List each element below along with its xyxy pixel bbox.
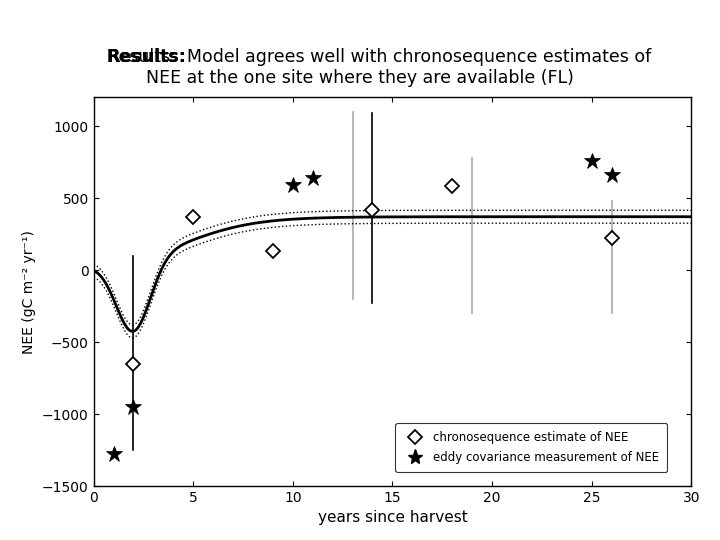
Text: Results:: Results: xyxy=(107,48,186,66)
Text: Results:  Model agrees well with chronosequence estimates of: Results: Model agrees well with chronose… xyxy=(107,48,651,66)
X-axis label: years since harvest: years since harvest xyxy=(318,510,467,525)
Text: NEE at the one site where they are available (FL): NEE at the one site where they are avail… xyxy=(146,69,574,87)
Text: Results:: Results: xyxy=(107,48,186,66)
Y-axis label: NEE (gC m⁻² yr⁻¹): NEE (gC m⁻² yr⁻¹) xyxy=(22,230,37,354)
Legend: chronosequence estimate of NEE, eddy covariance measurement of NEE: chronosequence estimate of NEE, eddy cov… xyxy=(395,423,667,472)
